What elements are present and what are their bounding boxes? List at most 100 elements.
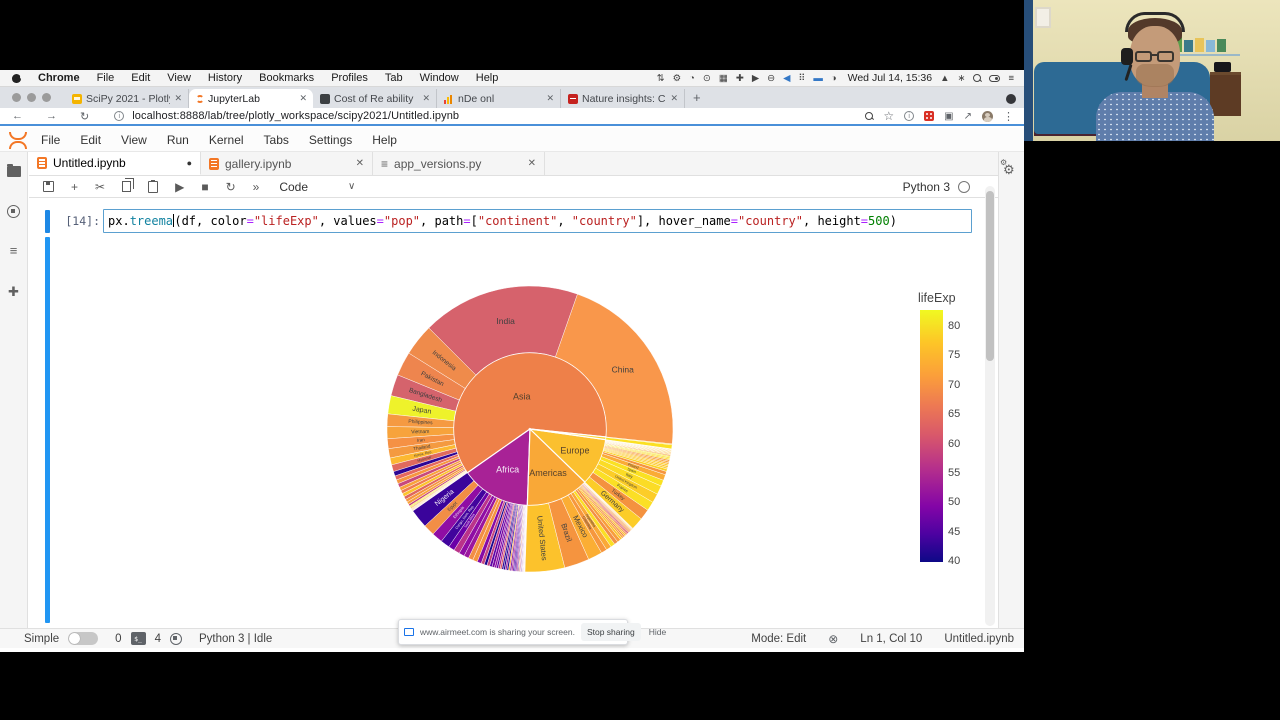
reload-button[interactable]: ↻ (80, 110, 90, 123)
jlab-menu-run[interactable]: Run (166, 132, 189, 147)
mac-menu-history[interactable]: History (207, 72, 243, 84)
alert-icon[interactable]: i (904, 111, 915, 121)
input-source-icon[interactable]: ▲ (940, 72, 950, 84)
file-browser-icon[interactable] (6, 164, 21, 177)
browser-tab-nature[interactable]: Nature insights: CSS ✕ (561, 89, 685, 108)
menu-app-name[interactable]: Chrome (38, 72, 80, 84)
mac-menu-file[interactable]: File (96, 72, 115, 84)
browser-tab-nde[interactable]: nDe onl ✕ (437, 89, 561, 108)
restart-kernel-button[interactable]: ↻ (225, 179, 236, 194)
sync-icon[interactable]: ⇅ (656, 72, 665, 84)
extension-manager-icon[interactable]: ✚ (8, 284, 19, 299)
apple-icon[interactable] (12, 73, 24, 83)
browser-tab-jupyterlab[interactable]: JupyterLab ✕ (189, 89, 313, 108)
hide-banner-button[interactable]: Hide (648, 627, 667, 637)
input-collapser[interactable] (45, 210, 50, 233)
mac-menu-help[interactable]: Help (475, 72, 499, 84)
code-cell-input[interactable]: px.treema(df, color="lifeExp", values="p… (103, 209, 972, 233)
save-button[interactable] (43, 181, 54, 192)
site-info-icon[interactable]: i (114, 111, 125, 121)
jlab-menu-settings[interactable]: Settings (308, 132, 353, 147)
copy-cells-button[interactable] (122, 178, 135, 192)
mac-menu-profiles[interactable]: Profiles (331, 72, 368, 84)
profile-avatar[interactable] (982, 110, 993, 122)
cursor-position[interactable]: Ln 1, Col 10 (860, 632, 923, 645)
restart-run-all-button[interactable]: » (252, 179, 260, 194)
sunburst-chart[interactable]: ChinaIndiaIndonesiaPakistanBangladeshJap… (386, 285, 674, 573)
bluetooth-icon[interactable]: ∗ (957, 72, 966, 84)
kernel-name[interactable]: Python 3 (902, 179, 950, 194)
jlab-menu-help[interactable]: Help (372, 132, 397, 147)
chevron-down-icon[interactable]: ∨ (348, 181, 356, 192)
battery-icon[interactable]: ◑ (830, 72, 837, 84)
jlab-menu-view[interactable]: View (121, 132, 147, 147)
browser-tab-scipy[interactable]: SciPy 2021 - Plotly Express an ✕ (65, 89, 189, 108)
jlab-menu-kernel[interactable]: Kernel (208, 132, 244, 147)
simple-mode-toggle[interactable] (68, 632, 99, 645)
spotlight-icon[interactable] (973, 74, 982, 82)
volume-icon[interactable]: ◀ (783, 72, 791, 84)
close-window-button[interactable] (12, 93, 21, 102)
zoom-icon[interactable] (865, 112, 874, 120)
extensions-icon[interactable] (1006, 94, 1016, 104)
control-center-icon[interactable] (989, 74, 1001, 82)
trust-shield-icon[interactable]: ⊗ (828, 631, 839, 646)
notebook-scrollbar[interactable] (985, 186, 995, 626)
run-cell-button[interactable]: ▶ (175, 179, 185, 194)
cut-cells-button[interactable]: ✂ (95, 179, 106, 194)
scrollbar-thumb[interactable] (986, 191, 994, 361)
jlab-menu-file[interactable]: File (41, 132, 61, 147)
kernel-status-icon[interactable] (958, 180, 970, 193)
code-line[interactable]: px.treema(df, color="lifeExp", values="p… (108, 214, 897, 228)
play-status-icon[interactable]: ▶ (751, 72, 760, 84)
stop-kernel-button[interactable]: ■ (201, 179, 209, 194)
forward-button[interactable]: → (46, 110, 57, 122)
display-icon[interactable]: ▬ (813, 72, 823, 84)
chrome-menu-icon[interactable]: ⋮ (1003, 110, 1014, 123)
minimize-window-button[interactable] (27, 93, 36, 102)
close-doc-icon[interactable]: ✕ (355, 158, 364, 169)
stop-sharing-button[interactable]: Stop sharing (580, 623, 641, 641)
close-doc-icon[interactable]: ✕ (527, 158, 536, 169)
zoom-window-button[interactable] (42, 93, 51, 102)
address-bar[interactable]: localhost:8888/lab/tree/plotly_workspace… (132, 110, 460, 122)
mac-menu-view[interactable]: View (167, 72, 191, 84)
back-button[interactable]: ← (12, 110, 23, 122)
doc-tab-gallery[interactable]: gallery.ipynb ✕ (201, 152, 373, 175)
jlab-menu-tabs[interactable]: Tabs (263, 132, 289, 147)
close-tab-icon[interactable]: ✕ (299, 93, 307, 103)
notification-center-icon[interactable]: ≡ (1008, 72, 1014, 84)
browser-tab-cost[interactable]: Cost of Re ability ✕ (313, 89, 437, 108)
share-icon[interactable]: ↗ (963, 110, 972, 122)
mac-menu-edit[interactable]: Edit (131, 72, 151, 84)
editor-mode[interactable]: Mode: Edit (751, 632, 807, 645)
output-collapser[interactable] (45, 237, 50, 623)
settings-icon[interactable]: ⚙ (672, 72, 682, 84)
mac-menu-bookmarks[interactable]: Bookmarks (259, 72, 315, 84)
red-extension-icon[interactable] (924, 111, 935, 121)
time-machine-icon[interactable]: ◔ (689, 72, 695, 84)
add-cell-button[interactable]: + (71, 179, 79, 194)
paste-cells-button[interactable] (148, 179, 159, 193)
keyboard-icon[interactable]: ⠿ (798, 72, 806, 84)
app-status-icon[interactable]: ⊙ (702, 72, 711, 84)
property-inspector-icon[interactable]: ⚙ ⚙ (1000, 158, 1015, 177)
close-tab-icon[interactable]: ✕ (422, 93, 430, 103)
box-extension-icon[interactable]: ▣ (944, 110, 954, 122)
kernel-status-text[interactable]: Python 3 | Idle (198, 632, 273, 645)
bookmark-star-icon[interactable]: ☆ (883, 109, 895, 123)
dnd-icon[interactable]: ⊖ (767, 72, 776, 84)
doc-tab-appversions[interactable]: ≡ app_versions.py ✕ (373, 152, 545, 175)
close-tab-icon[interactable]: ✕ (174, 93, 182, 103)
close-tab-icon[interactable]: ✕ (546, 93, 554, 103)
kernel-sessions-icon[interactable] (169, 632, 182, 645)
plus-icon[interactable]: ✚ (735, 72, 744, 84)
new-tab-button[interactable]: + (693, 90, 701, 105)
mac-menu-window[interactable]: Window (419, 72, 459, 84)
window-manager-icon[interactable]: ▦ (718, 72, 728, 84)
mac-menu-tab[interactable]: Tab (384, 72, 403, 84)
doc-tab-untitled[interactable]: Untitled.ipynb ● (29, 152, 201, 175)
menu-clock[interactable]: Wed Jul 14, 15:36 (847, 72, 933, 84)
table-of-contents-icon[interactable]: ≡ (9, 243, 18, 258)
terminal-icon[interactable]: $_ (130, 632, 146, 645)
